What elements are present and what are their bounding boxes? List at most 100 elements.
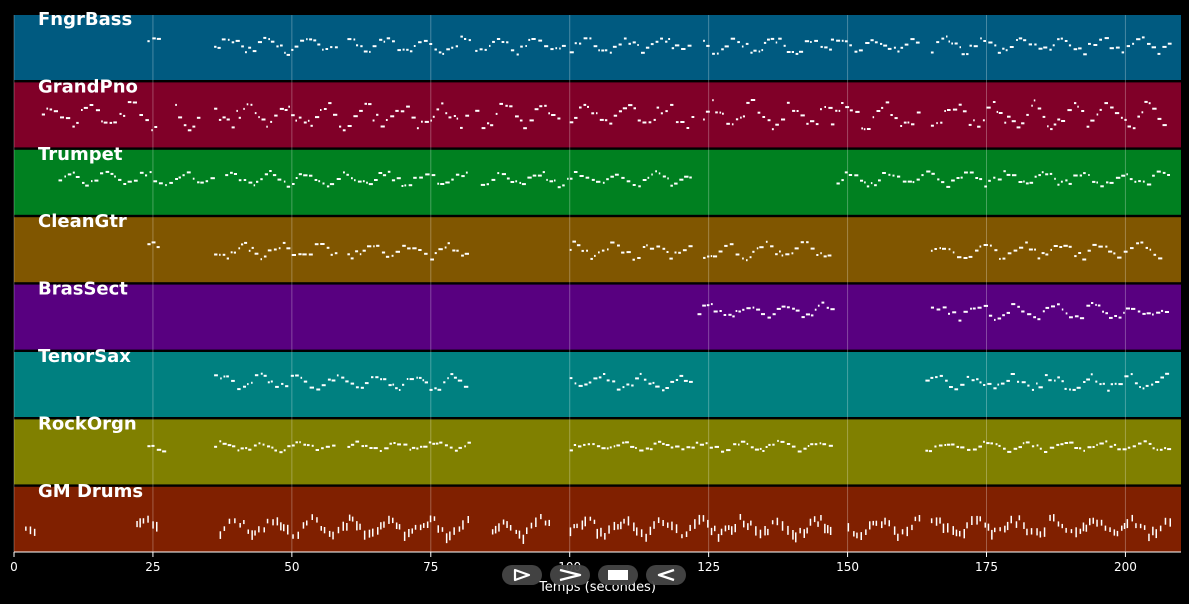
note: [200, 181, 204, 184]
fast-forward-button[interactable]: [550, 565, 590, 585]
note: [1045, 173, 1049, 176]
note: [1028, 248, 1033, 251]
note: [1159, 448, 1163, 451]
note: [230, 171, 233, 174]
note: [1067, 109, 1072, 112]
note: [710, 255, 713, 258]
note: [681, 48, 686, 50]
note: [322, 48, 324, 51]
note: [1126, 173, 1128, 176]
note: [731, 123, 734, 126]
note: [243, 385, 246, 388]
note: [562, 184, 565, 187]
note: [156, 521, 158, 532]
note: [506, 41, 509, 44]
note: [438, 248, 443, 251]
note: [1042, 115, 1046, 118]
note: [1068, 245, 1072, 248]
note: [1049, 172, 1053, 175]
note: [437, 182, 440, 185]
note: [332, 531, 334, 540]
note: [739, 514, 742, 520]
note: [1070, 529, 1073, 534]
note: [314, 243, 319, 246]
note: [272, 174, 277, 177]
note: [1142, 312, 1146, 315]
note: [364, 102, 367, 105]
note: [610, 241, 615, 244]
note: [1034, 248, 1036, 251]
note: [750, 51, 753, 54]
note: [1164, 447, 1167, 450]
note: [330, 253, 333, 256]
note: [383, 521, 385, 528]
note: [1142, 387, 1145, 390]
note: [1114, 382, 1117, 385]
note: [707, 519, 709, 528]
note: [937, 178, 940, 181]
note: [1143, 525, 1146, 530]
note: [354, 179, 356, 182]
note: [574, 382, 577, 385]
note: [836, 182, 840, 185]
note: [1152, 447, 1155, 450]
note-layer: [25, 35, 1172, 544]
note: [309, 386, 314, 389]
note: [682, 249, 687, 252]
play-forward-button[interactable]: [502, 565, 542, 585]
note: [750, 99, 756, 101]
track-band: [14, 486, 1181, 552]
note: [320, 526, 322, 531]
note: [300, 376, 303, 379]
note: [542, 171, 545, 174]
note: [1023, 39, 1027, 42]
note: [1060, 443, 1064, 446]
note: [829, 526, 832, 535]
note: [694, 519, 696, 529]
note: [830, 123, 835, 126]
note: [147, 40, 150, 43]
note: [662, 389, 665, 392]
note: [1137, 310, 1141, 313]
stop-button[interactable]: [598, 565, 638, 585]
note: [609, 122, 613, 125]
rewind-button[interactable]: [646, 565, 686, 585]
note: [726, 449, 731, 452]
note: [625, 441, 629, 444]
note: [1043, 527, 1046, 537]
note: [607, 248, 609, 251]
note: [731, 526, 733, 535]
note: [353, 115, 358, 118]
note: [290, 374, 294, 377]
note: [72, 171, 75, 174]
note: [987, 382, 992, 385]
note: [147, 243, 151, 246]
note: [948, 248, 951, 251]
note: [579, 175, 584, 177]
note: [884, 517, 886, 525]
note: [640, 529, 643, 538]
track-notes: [147, 240, 1163, 262]
note: [1139, 386, 1141, 388]
note: [1132, 127, 1136, 130]
note: [653, 521, 655, 529]
note: [356, 44, 359, 47]
note: [223, 375, 226, 378]
note: [1028, 43, 1032, 46]
note: [222, 116, 226, 119]
note: [1096, 113, 1099, 116]
note: [348, 514, 351, 521]
note: [226, 375, 229, 378]
note: [1155, 381, 1160, 383]
note: [721, 48, 724, 51]
note: [756, 308, 761, 311]
note: [1045, 253, 1049, 256]
note: [329, 183, 335, 186]
note: [897, 50, 900, 53]
note: [498, 523, 500, 532]
note: [426, 521, 429, 528]
note: [759, 447, 762, 450]
note: [299, 441, 301, 444]
note: [210, 177, 215, 180]
note: [591, 178, 595, 181]
